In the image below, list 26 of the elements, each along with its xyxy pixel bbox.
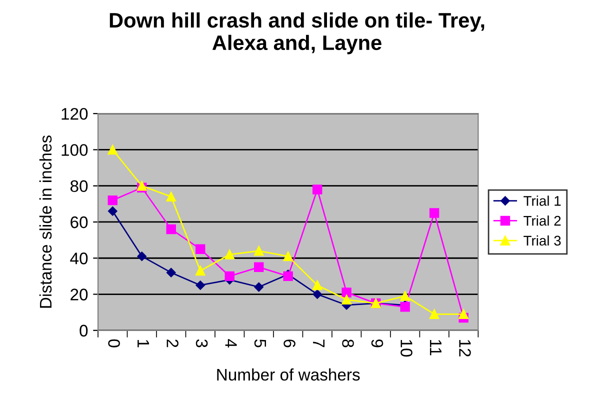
x-tick-label: 12 <box>459 340 471 356</box>
x-axis-title: Number of washers <box>217 368 360 381</box>
y-tick-label: 120 <box>62 108 88 120</box>
x-tick-label: 10 <box>400 340 412 357</box>
x-tick-label: 1 <box>138 340 150 348</box>
legend-label: Trial 1 <box>524 196 561 206</box>
x-tick-label: 5 <box>254 339 266 348</box>
x-tick-label: 4 <box>225 339 237 348</box>
y-tick-label: 20 <box>70 288 88 300</box>
y-tick-label: 60 <box>70 216 88 228</box>
y-tick-label: 80 <box>70 180 88 192</box>
x-tick-label: 6 <box>284 340 296 348</box>
x-tick-label: 11 <box>430 340 442 356</box>
x-tick-label: 2 <box>166 340 178 348</box>
legend-label: Trial 2 <box>524 216 561 226</box>
x-tick-label: 7 <box>313 340 324 348</box>
x-tick-label: 0 <box>108 339 120 348</box>
y-tick-label: 0 <box>80 324 88 337</box>
y-tick-label: 100 <box>62 144 88 156</box>
chart-title: Down hill crash and slide on tile- Trey, Alexa and, Layne <box>110 12 484 54</box>
legend-label: Trial 3 <box>524 235 561 246</box>
y-axis-title: Distance slide in inches <box>39 136 52 308</box>
x-tick-label: 3 <box>196 339 208 348</box>
x-tick-label: 8 <box>342 339 354 348</box>
y-tick-label: 40 <box>70 252 88 264</box>
x-tick-label: 9 <box>371 340 384 348</box>
